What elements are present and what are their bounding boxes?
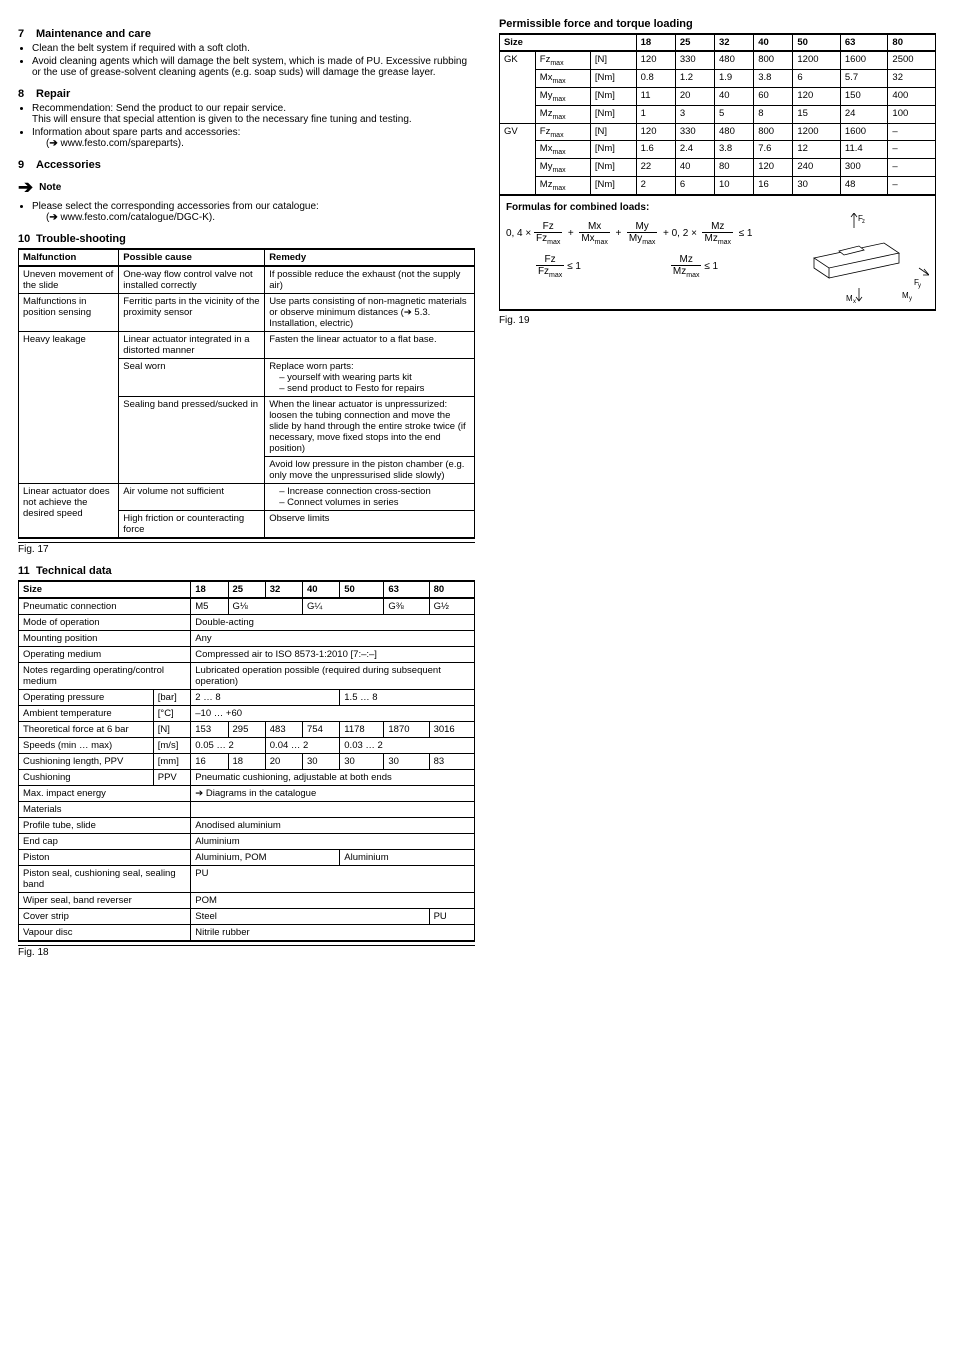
s7-bullet-2: Avoid cleaning agents which will damage … (32, 56, 475, 78)
troubleshooting-table: Malfunction Possible cause Remedy Uneven… (18, 248, 475, 539)
section-11-heading: 11Technical data (18, 565, 475, 577)
section-9-heading: 9Accessories (18, 159, 475, 171)
fig17-caption: Fig. 17 (18, 542, 475, 555)
note-label: Note (39, 182, 61, 193)
force-title: Permissible force and torque loading (499, 18, 936, 30)
svg-text:M: M (846, 294, 853, 303)
s9-bullet-1: Please select the corresponding accessor… (32, 201, 475, 223)
svg-text:x: x (853, 299, 856, 303)
section-7-heading: 7Maintenance and care (18, 28, 475, 40)
axis-diagram-icon: Fz Fy My Mx (784, 213, 929, 303)
s7-bullet-1: Clean the belt system if required with a… (32, 43, 475, 54)
s8-bullet-1: Recommendation: Send the product to our … (32, 103, 475, 125)
technical-data-table: Size18253240506380 Pneumatic connectionM… (18, 580, 475, 942)
section-10-heading: 10Trouble-shooting (18, 233, 475, 245)
fig19-caption: Fig. 19 (499, 314, 936, 326)
formula-box: Formulas for combined loads: 0, 4 × FzFz… (499, 196, 936, 311)
svg-text:z: z (862, 219, 865, 225)
force-table: Size18253240506380 GKFzmax[N]12033048080… (499, 33, 936, 196)
s8-bullet-2: Information about spare parts and access… (32, 127, 475, 149)
svg-text:M: M (902, 291, 909, 300)
svg-text:y: y (909, 296, 912, 302)
note-arrow-icon: ➔ (18, 177, 33, 198)
svg-text:y: y (918, 283, 921, 289)
fig18-caption: Fig. 18 (18, 945, 475, 958)
section-8-heading: 8Repair (18, 88, 475, 100)
